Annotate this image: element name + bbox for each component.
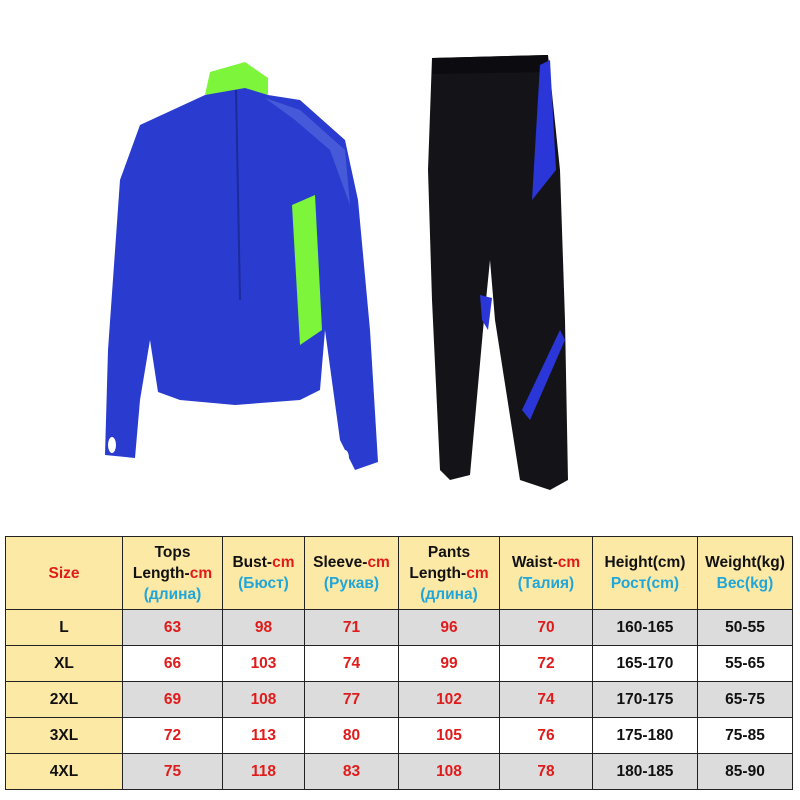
russian-label: (Бюст) <box>238 575 289 592</box>
russian-label: (длина) <box>143 585 202 603</box>
bust-label: Bust- <box>232 554 273 571</box>
header-waist: Waist-cm (Талия) <box>499 536 593 610</box>
cm-unit: cm <box>557 554 581 571</box>
header-bust: Bust-cm (Бюст) <box>222 536 305 610</box>
product-images <box>105 55 568 490</box>
cell-size: 3XL <box>5 717 123 754</box>
tops-label: Tops <box>154 543 191 561</box>
cell-height: 165-170 <box>592 645 698 682</box>
cm-unit: cm <box>272 554 295 571</box>
header-size: Size <box>5 536 123 610</box>
header-height: Height(cm) Рост(cm) <box>592 536 698 610</box>
cell-pants-length: 102 <box>398 681 500 718</box>
cell-height: 180-185 <box>592 753 698 790</box>
cell-bust: 118 <box>222 753 305 790</box>
cell-weight: 85-90 <box>697 753 793 790</box>
cell-bust: 98 <box>222 609 305 646</box>
header-row: Size Tops Length-cm (длина) Bust-cm (Бюс… <box>5 536 793 610</box>
header-weight: Weight(kg) Вес(kg) <box>697 536 793 610</box>
russian-label: (длина) <box>420 585 478 603</box>
cell-sleeve: 71 <box>304 609 399 646</box>
cm-unit: cm <box>189 564 213 582</box>
cell-tops-length: 69 <box>122 681 223 718</box>
cell-tops-length: 66 <box>122 645 223 682</box>
cell-bust: 108 <box>222 681 305 718</box>
cell-weight: 50-55 <box>697 609 793 646</box>
russian-label: Вес(kg) <box>716 575 774 592</box>
pants-label: Pants <box>427 543 471 561</box>
cell-height: 160-165 <box>592 609 698 646</box>
table-row: L 63 98 71 96 70 160-165 50-55 <box>5 609 793 646</box>
cell-bust: 113 <box>222 717 305 754</box>
cell-tops-length: 75 <box>122 753 223 790</box>
cell-waist: 74 <box>499 681 593 718</box>
russian-label: (Талия) <box>517 575 575 592</box>
russian-label: (Рукав) <box>323 575 380 592</box>
length-label: Length- <box>409 564 467 582</box>
training-top-image <box>105 62 378 470</box>
length-label: Length- <box>132 564 190 582</box>
russian-label: Рост(cm) <box>610 575 680 592</box>
size-chart-table: Size Tops Length-cm (длина) Bust-cm (Бюс… <box>5 536 793 790</box>
cell-pants-length: 105 <box>398 717 500 754</box>
cell-size: XL <box>5 645 123 682</box>
cell-sleeve: 74 <box>304 645 399 682</box>
cell-pants-length: 108 <box>398 753 500 790</box>
header-pants-length: Pants Length-cm (длина) <box>398 536 500 610</box>
training-pants-image <box>428 55 568 490</box>
cell-waist: 70 <box>499 609 593 646</box>
height-label: Height(cm) <box>604 554 686 571</box>
cell-sleeve: 83 <box>304 753 399 790</box>
cm-unit: cm <box>466 564 489 582</box>
cell-tops-length: 72 <box>122 717 223 754</box>
cell-tops-length: 63 <box>122 609 223 646</box>
cell-pants-length: 96 <box>398 609 500 646</box>
cell-weight: 55-65 <box>697 645 793 682</box>
table-row: 2XL 69 108 77 102 74 170-175 65-75 <box>5 681 793 718</box>
table-row: XL 66 103 74 99 72 165-170 55-65 <box>5 645 793 682</box>
cm-unit: cm <box>367 554 390 571</box>
waist-label: Waist- <box>511 554 558 571</box>
size-label: Size <box>48 564 80 582</box>
header-sleeve: Sleeve-cm (Рукав) <box>304 536 399 610</box>
header-tops-length: Tops Length-cm (длина) <box>122 536 223 610</box>
cell-waist: 72 <box>499 645 593 682</box>
cell-height: 170-175 <box>592 681 698 718</box>
cell-height: 175-180 <box>592 717 698 754</box>
weight-label: Weight(kg) <box>705 554 785 571</box>
cell-waist: 76 <box>499 717 593 754</box>
cell-weight: 65-75 <box>697 681 793 718</box>
cell-size: 2XL <box>5 681 123 718</box>
cell-weight: 75-85 <box>697 717 793 754</box>
cell-size: L <box>5 609 123 646</box>
size-rows: L 63 98 71 96 70 160-165 50-55 XL 66 103 74 99 72 165-… <box>5 609 793 790</box>
cell-size: 4XL <box>5 753 123 790</box>
cell-bust: 103 <box>222 645 305 682</box>
cell-sleeve: 77 <box>304 681 399 718</box>
table-row: 3XL 72 113 80 105 76 175-180 75-85 <box>5 717 793 754</box>
sleeve-label: Sleeve- <box>313 554 368 571</box>
table-row: 4XL 75 118 83 108 78 180-185 85-90 <box>5 753 793 790</box>
cell-pants-length: 99 <box>398 645 500 682</box>
cell-sleeve: 80 <box>304 717 399 754</box>
cell-waist: 78 <box>499 753 593 790</box>
